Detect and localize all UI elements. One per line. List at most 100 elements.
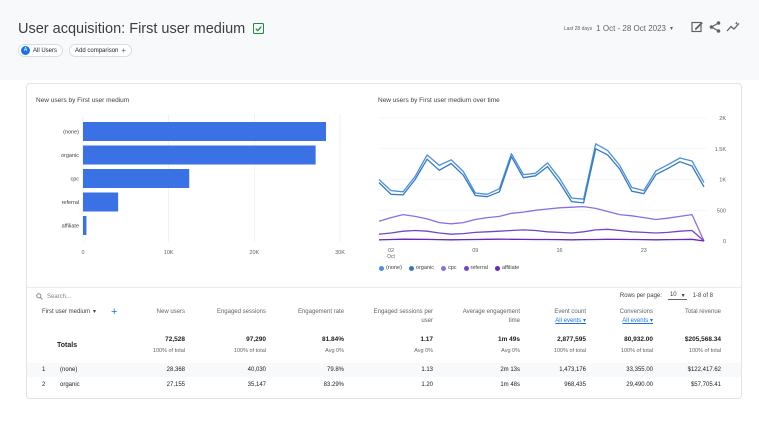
line-series-cpc[interactable] [378,205,705,242]
bar-category-label: affiliate [62,224,79,230]
event-filter-link[interactable]: All events ▾ [555,317,586,324]
line-chart-title: New users by First user medium over time [378,97,500,104]
line-series-referral[interactable] [378,228,705,242]
segment-letter-icon: A [21,46,30,55]
legend-item-referral[interactable]: referral [463,265,488,271]
totals-subtext: 100% of total [620,348,653,354]
totals-subtext: 100% of total [152,348,185,354]
bar-none[interactable] [83,122,327,141]
column-header-engaged-sessions-per-user[interactable]: Engaged sessions per user [348,308,433,325]
bar-organic[interactable] [83,145,316,165]
line-y-tick-label: 1.5K [715,147,727,153]
chevron-down-icon: ▾ [681,293,685,299]
report-card: New users by First user medium 0 10K 20K 30… [26,83,742,399]
pagination-controls: Rows per page: 10 ▾ 1-8 of 8 [620,292,713,300]
column-header-label: Average engagement [462,309,520,315]
column-header-engaged-sessions[interactable]: Engaged sessions [186,308,266,317]
legend-item-cpc[interactable]: cpc [440,265,457,271]
legend-item-affiliate[interactable]: affiliate [494,265,520,271]
bar-category-label: organic [61,153,79,159]
line-series-organic[interactable] [378,148,705,204]
date-range-prefix: Last 28 days [563,25,593,32]
report-status-check-icon[interactable] [253,23,265,34]
legend-label: (none) [386,265,402,271]
report-header: User acquisition: First user medium Last… [0,0,759,80]
add-comparison-button[interactable]: Add comparison + [69,44,133,57]
insights-icon[interactable] [726,20,740,34]
line-y-tick-label: 0 [723,239,726,245]
table-cell: 1.20 [421,382,433,388]
legend-item-none[interactable]: (none) [379,265,402,271]
totals-value: 2,877,595 [557,336,586,343]
column-header-label: Total revenue [684,309,721,315]
totals-value: 72,528 [165,336,185,343]
totals-subtext: 100% of total [688,348,721,354]
search-icon [36,293,43,300]
column-header-label: Engaged sessions [216,309,266,315]
table-cell: 28,368 [166,367,185,373]
add-dimension-icon[interactable]: + [111,306,118,318]
table-search[interactable]: Search... [36,293,71,300]
date-range-value: 1 Oct - 28 Oct 2023 [596,24,666,33]
all-users-chip[interactable]: A All Users [18,44,64,57]
chevron-down-icon: ▾ [93,309,97,315]
column-header-label: Event count [554,309,586,315]
line-x-tick-sublabel: Oct [387,254,395,260]
customize-report-icon[interactable] [690,20,704,34]
line-x-tick-label: 16 [556,248,562,254]
table-cell: 33,355.00 [626,367,653,373]
search-placeholder: Search... [47,293,72,300]
table-cell: 29,490.00 [626,382,653,388]
totals-subtext: Avg 0% [325,348,344,354]
date-range-picker[interactable]: Last 28 days 1 Oct - 28 Oct 2023 ▾ [564,24,673,33]
legend-item-organic[interactable]: organic [408,265,434,271]
legend-label: affiliate [501,265,520,271]
event-filter-link[interactable]: All events ▾ [622,317,653,324]
column-header-total-revenue[interactable]: Total revenue [661,308,721,317]
bar-x-tick-label: 30K [335,250,345,256]
rows-per-page-select[interactable]: 10 ▾ [667,292,687,300]
column-header-new-users[interactable]: New users [115,308,185,317]
row-number: 1 [42,367,46,373]
plus-icon: + [121,46,127,55]
line-series-affiliate[interactable] [378,238,705,242]
line-x-tick-label: 23 [641,248,647,254]
column-header-label: Conversions [619,309,653,315]
bar-cpc[interactable] [83,169,190,188]
legend-label: cpc [447,265,457,271]
bar-x-tick-label: 10K [164,250,174,256]
line-x-tick-label: 02 [388,248,394,254]
column-header-label: Engagement rate [297,309,344,315]
bar-x-tick-label: 20K [249,250,259,256]
column-header-label-line2: time [508,317,520,324]
add-comparison-label: Add comparison [75,47,119,54]
page-title: User acquisition: First user medium [18,21,265,37]
column-header-engagement-rate[interactable]: Engagement rate [264,308,344,317]
dimension-column-header[interactable]: First user medium ▾ + [42,306,118,318]
share-icon[interactable] [708,20,722,34]
table-cell: $57,705.41 [690,382,721,388]
line-x-tick-label: 09 [472,248,478,254]
line-y-tick-label: 500 [717,208,726,214]
column-header-avg-engagement-time[interactable]: Average engagement time [440,308,520,325]
line-y-tick-label: 1K [719,178,726,184]
column-header-event-count[interactable]: Event count All events ▾ [526,308,586,325]
table-cell: $122,417.62 [687,367,721,373]
line-series-none[interactable] [378,143,705,200]
table-cell: 968,435 [564,382,586,388]
bar-referral[interactable] [83,192,119,212]
rows-per-page-value: 10 [669,292,677,298]
table-row[interactable] [27,378,741,392]
table-cell: 1.13 [421,367,433,373]
bar-affiliate[interactable] [83,216,87,235]
legend-label: organic [415,265,434,271]
table-cell: 35,147 [247,382,266,388]
totals-subtext: 100% of total [233,348,266,354]
totals-value: 80,932.00 [624,336,653,343]
table-cell: 79.8% [326,367,344,373]
column-header-conversions[interactable]: Conversions All events ▾ [593,308,653,325]
table-row[interactable] [27,363,741,377]
table-cell: 2m 13s [500,367,520,373]
legend-dot [463,265,469,271]
